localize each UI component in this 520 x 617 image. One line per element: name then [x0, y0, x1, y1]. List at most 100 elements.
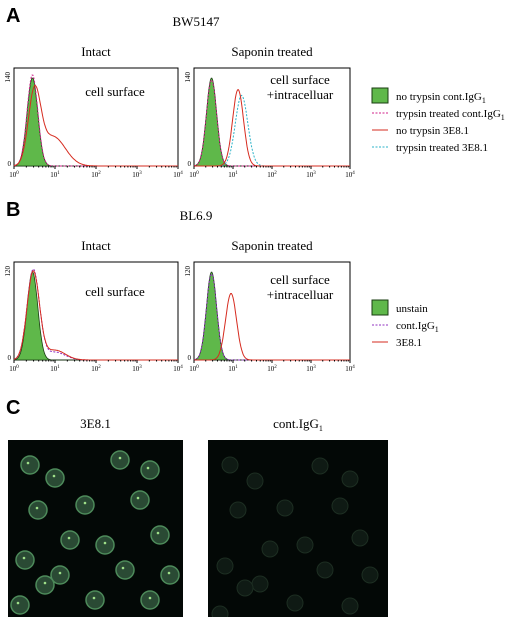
y-tick-label: 0	[188, 160, 192, 168]
y-tick-label: 120	[184, 266, 192, 277]
x-tick-label: 101	[50, 171, 60, 179]
cell	[229, 501, 247, 519]
x-tick-base: 10	[173, 365, 181, 373]
x-tick-base: 10	[189, 171, 197, 179]
plot-title: Saponin treated	[231, 44, 313, 59]
legend-text: no trypsin cont.IgG1	[396, 91, 486, 105]
y-tick-label: 0	[8, 354, 12, 362]
y-tick-label: 140	[184, 72, 192, 83]
x-tick-base: 10	[267, 365, 275, 373]
x-tick-exp: 3	[139, 365, 142, 370]
plot-annotation: +intracelluar	[267, 287, 334, 302]
x-tick-base: 10	[50, 171, 58, 179]
x-tick-base: 10	[91, 365, 99, 373]
x-tick-label: 102	[267, 171, 277, 179]
x-tick-label: 104	[173, 365, 183, 373]
legend-text-main: unstain	[396, 303, 428, 315]
cell	[85, 590, 105, 610]
histogram-line	[13, 84, 178, 167]
x-tick-exp: 4	[180, 365, 183, 370]
cell	[95, 535, 115, 555]
cell-spot	[118, 456, 122, 460]
cell-spot	[67, 536, 71, 540]
x-tick-exp: 2	[98, 365, 101, 370]
legend-text: trypsin treated 3E8.1	[396, 142, 488, 154]
x-tick-label: 102	[91, 171, 101, 179]
cell-spot	[52, 474, 56, 478]
cell	[130, 490, 150, 510]
x-tick-exp: 4	[352, 365, 355, 370]
x-tick-base: 10	[345, 365, 353, 373]
cell	[15, 550, 35, 570]
x-tick-label: 103	[306, 171, 316, 179]
image-title-main: 3E8.1	[80, 416, 111, 431]
x-tick-base: 10	[91, 171, 99, 179]
panel-label: B	[6, 199, 20, 221]
x-tick-label: 103	[306, 365, 316, 373]
plot-title: Intact	[81, 238, 111, 253]
cell-spot	[22, 556, 26, 560]
x-tick-exp: 2	[98, 171, 101, 176]
x-tick-exp: 1	[235, 171, 238, 176]
x-tick-exp: 2	[274, 365, 277, 370]
cell	[150, 525, 170, 545]
x-tick-exp: 3	[139, 171, 142, 176]
x-tick-base: 10	[132, 171, 140, 179]
plot-annotation: +intracelluar	[267, 87, 334, 102]
cell	[261, 540, 279, 558]
cell	[35, 575, 55, 595]
image-title-sub: 1	[319, 424, 323, 433]
cell	[246, 472, 264, 490]
cell-spot	[136, 496, 140, 500]
x-tick-exp: 1	[235, 365, 238, 370]
x-tick-label: 102	[91, 365, 101, 373]
x-tick-base: 10	[132, 365, 140, 373]
legend-text-sub: 1	[482, 96, 486, 105]
x-tick-exp: 3	[313, 171, 316, 176]
y-tick-label: 0	[8, 160, 12, 168]
legend-text-main: cont.IgG	[396, 320, 435, 332]
x-tick-label: 101	[228, 365, 238, 373]
cell	[296, 536, 314, 554]
cell-spot	[16, 601, 20, 605]
cell	[60, 530, 80, 550]
x-tick-label: 103	[132, 365, 142, 373]
legend-text: trypsin treated cont.IgG1	[396, 108, 505, 122]
legend-text-sub: 1	[501, 113, 505, 122]
cell-spot	[148, 596, 152, 600]
plot-annotation: cell surface	[270, 72, 330, 87]
cell	[236, 579, 254, 597]
plot-annotation: cell surface	[85, 84, 145, 99]
cell	[140, 590, 160, 610]
cell	[160, 565, 180, 585]
cell	[311, 457, 329, 475]
x-tick-label: 101	[50, 365, 60, 373]
legend-text-sub: 1	[435, 325, 439, 334]
cell-spot	[103, 541, 107, 545]
legend-text-main: 3E8.1	[396, 337, 422, 349]
cell	[20, 455, 40, 475]
x-tick-label: 100	[9, 171, 19, 179]
x-tick-base: 10	[306, 365, 314, 373]
x-tick-base: 10	[9, 171, 17, 179]
histogram-line	[193, 79, 350, 167]
x-tick-exp: 1	[57, 171, 60, 176]
legend-text: unstain	[396, 303, 428, 315]
x-tick-base: 10	[228, 365, 236, 373]
cell	[276, 499, 294, 517]
plot-title: Saponin treated	[231, 238, 313, 253]
cell	[341, 470, 359, 488]
cell	[115, 560, 135, 580]
cell	[361, 566, 379, 584]
legend-text-main: no trypsin 3E8.1	[396, 125, 469, 137]
x-tick-exp: 1	[57, 365, 60, 370]
legend-swatch	[371, 299, 389, 316]
x-tick-exp: 0	[196, 365, 199, 370]
image-title: cont.IgG1	[273, 416, 323, 433]
cell	[341, 597, 359, 615]
legend-text-main: trypsin treated 3E8.1	[396, 142, 488, 154]
panel-title: BW5147	[173, 14, 220, 29]
x-tick-base: 10	[267, 171, 275, 179]
cell	[140, 460, 160, 480]
cell-spot	[156, 531, 160, 535]
